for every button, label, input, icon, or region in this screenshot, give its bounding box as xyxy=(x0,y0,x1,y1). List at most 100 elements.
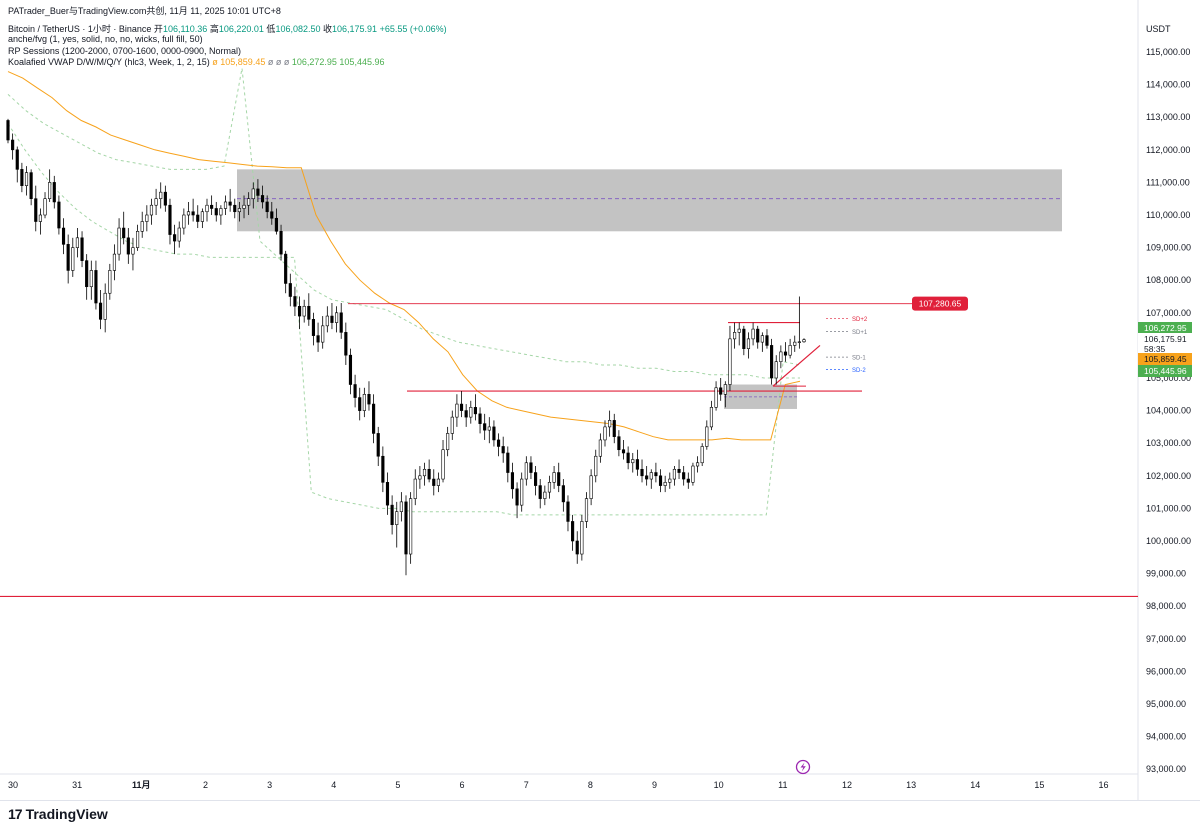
candle-body xyxy=(598,439,602,457)
plot-background xyxy=(0,0,1138,800)
footer-bar xyxy=(0,800,1200,833)
candle-body xyxy=(515,488,519,506)
candle-body xyxy=(682,472,686,480)
candle-body xyxy=(621,449,626,454)
price-tick-label: 109,000.00 xyxy=(1146,243,1191,253)
candle-body xyxy=(631,459,635,464)
price-tick-label: 99,000.00 xyxy=(1146,569,1186,579)
price-axis[interactable]: 115,000.00 114,000.00 113,000.00 112,000.00… xyxy=(1146,47,1191,774)
candle-body xyxy=(376,433,380,457)
candle-body xyxy=(154,198,158,206)
candle-body xyxy=(385,482,390,506)
candle-body xyxy=(297,305,302,317)
candle-body xyxy=(159,191,163,199)
candle-body xyxy=(654,472,658,477)
candle-body xyxy=(566,501,570,522)
lightning-icon[interactable] xyxy=(795,759,811,775)
price-chart[interactable]: SD+2SD+1SD-1SD-2 115,000.00114,000.00113… xyxy=(0,0,1200,800)
candle-body xyxy=(594,455,598,477)
vwap-indicator-name: Koalafied VWAP D/W/M/Q/Y (hlc3, Week, 1,… xyxy=(8,57,210,67)
candle-body xyxy=(339,312,343,333)
price-tick-label: 103,000.00 xyxy=(1146,438,1191,448)
candle-body xyxy=(75,237,79,248)
candle-body xyxy=(279,231,283,255)
candle-body xyxy=(409,498,413,555)
sd-label: SD-1 xyxy=(852,356,866,362)
candle-body xyxy=(103,292,107,320)
candle-body xyxy=(612,420,616,437)
indicator-fvg[interactable]: anche/fvg (1, yes, solid, no, no, wicks,… xyxy=(8,34,203,44)
candle-body xyxy=(496,439,501,447)
candle-body xyxy=(584,498,589,522)
time-tick-label: 8 xyxy=(588,780,593,790)
candle-body xyxy=(719,387,723,395)
candle-body xyxy=(367,393,371,405)
candle-body xyxy=(11,139,15,151)
price-tick-label: 102,000.00 xyxy=(1146,471,1191,481)
candle-body xyxy=(61,227,66,245)
candle-body xyxy=(302,305,306,317)
candle-body xyxy=(756,328,760,343)
resistance-price-tag xyxy=(912,296,968,311)
price-tick-label: 114,000.00 xyxy=(1146,80,1190,90)
vwap-value: 105,859.45 xyxy=(220,57,266,67)
candle-body xyxy=(561,485,565,503)
currency-label: USDT xyxy=(1146,24,1171,34)
candle-body xyxy=(672,468,676,480)
candle-body xyxy=(571,521,575,542)
candle-body xyxy=(557,472,561,486)
candle-body xyxy=(668,478,672,483)
candle-body xyxy=(464,410,468,418)
candle-body xyxy=(265,201,269,213)
candle-body xyxy=(117,227,121,255)
candle-body xyxy=(427,468,431,480)
price-tick-label: 107,000.00 xyxy=(1146,308,1191,318)
tradingview-logo[interactable]: 17 TradingView xyxy=(8,806,108,822)
vwap-tag-bg xyxy=(1138,353,1192,365)
candle-body xyxy=(149,204,154,216)
price-tick-label: 111,000.00 xyxy=(1146,177,1190,187)
candle-body xyxy=(422,468,427,477)
candle-body xyxy=(52,182,56,203)
candle-body xyxy=(770,345,774,379)
time-axis[interactable]: 30 31 11月 2 3 4 5 6 7 8 9 10 11 12 13 14 15 16 xyxy=(8,780,1109,790)
candle-body xyxy=(534,472,538,486)
price-tick-label: 98,000.00 xyxy=(1146,601,1186,611)
time-tick-label: 5 xyxy=(395,780,400,790)
time-tick-label: 15 xyxy=(1034,780,1044,790)
indicator-sessions[interactable]: RP Sessions (1200-2000, 0700-1600, 0000-… xyxy=(8,46,241,56)
price-tick-label: 115,000.00 xyxy=(1146,47,1190,57)
candle-body xyxy=(43,198,47,216)
candle-body xyxy=(34,198,38,222)
resistance-price-text: 107,280.65 xyxy=(919,299,962,309)
tradingview-brand: TradingView xyxy=(25,806,108,822)
candle-body xyxy=(29,172,33,199)
sd-label: SD-2 xyxy=(852,368,866,374)
vwap-line xyxy=(7,71,801,441)
candle-body xyxy=(520,478,524,506)
sd-label: SD+1 xyxy=(852,330,868,336)
candle-body xyxy=(214,208,218,216)
vwap-tag: 105,859.45 xyxy=(1144,354,1187,364)
candle-body xyxy=(635,459,639,470)
candle-body xyxy=(390,504,394,526)
candle-body xyxy=(608,420,612,428)
candle-body xyxy=(413,478,417,499)
candle-body xyxy=(191,211,195,216)
supply-zone xyxy=(237,169,1062,232)
time-tick-label: 11月 xyxy=(132,780,151,790)
indicator-vwap[interactable]: Koalafied VWAP D/W/M/Q/Y (hlc3, Week, 1,… xyxy=(8,57,384,67)
candle-body xyxy=(260,195,265,203)
candle-body xyxy=(80,237,84,261)
countdown: 58:35 xyxy=(1144,344,1166,354)
candle-body xyxy=(381,455,385,483)
trend-line xyxy=(772,344,821,387)
candle-body xyxy=(85,260,89,288)
candle-body xyxy=(38,214,42,222)
candle-body xyxy=(325,315,329,327)
candle-body xyxy=(233,204,237,213)
candle-body xyxy=(547,482,552,493)
candle-body xyxy=(779,351,783,363)
candle-body xyxy=(321,325,325,343)
symbol-name[interactable]: Bitcoin / TetherUS · 1小时 · Binance xyxy=(8,24,152,34)
